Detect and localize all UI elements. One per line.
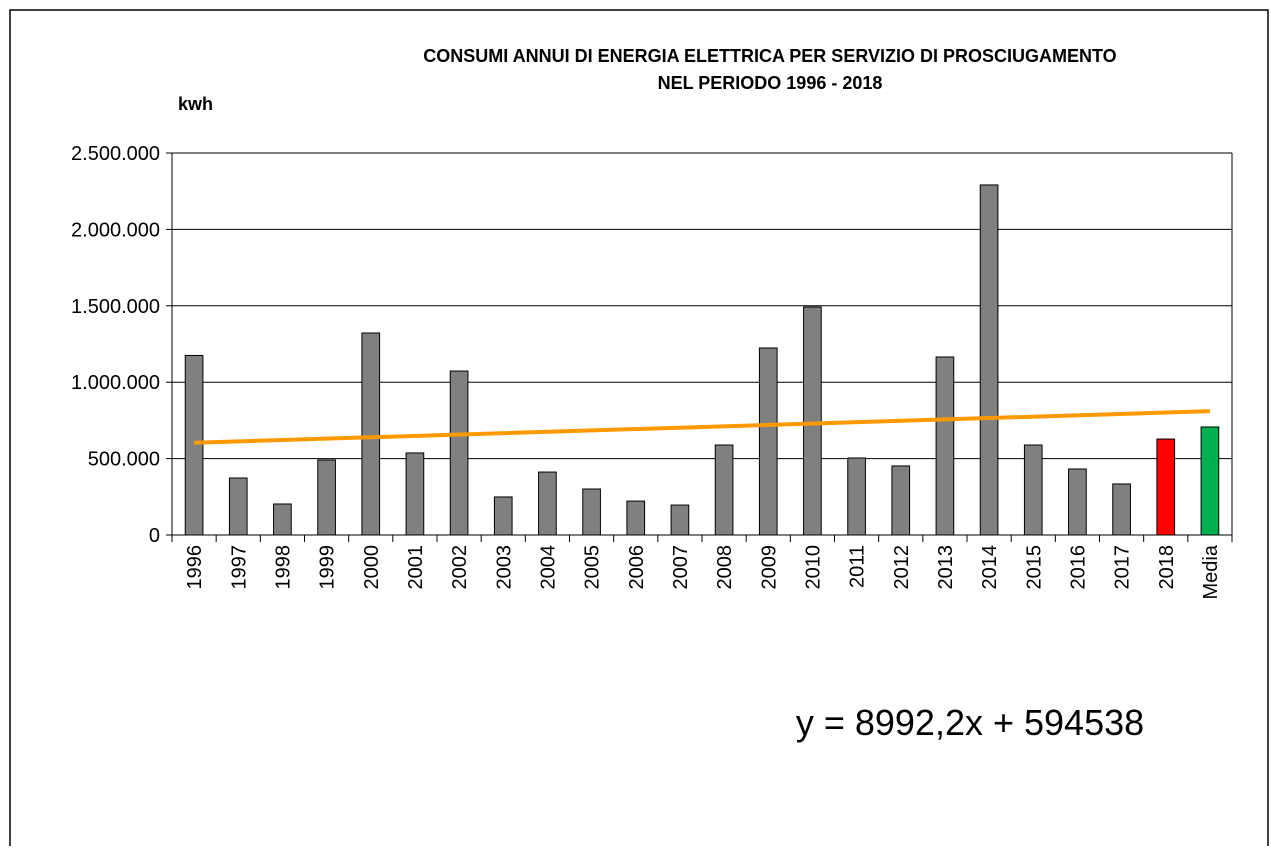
x-tick-label: 2011 [847, 545, 869, 588]
x-tick-label: 2018 [1156, 545, 1178, 590]
x-tick-label: 2001 [405, 545, 427, 590]
bar [1200, 426, 1220, 536]
bar [935, 356, 955, 536]
bar [1023, 444, 1043, 536]
bar [228, 477, 248, 536]
chart-title: CONSUMI ANNUI DI ENERGIA ELETTRICA PER S… [423, 46, 1116, 66]
x-tick-label: 1997 [228, 545, 250, 590]
frame [9, 9, 1269, 846]
y-tick-label: 1.000.000 [71, 372, 160, 394]
y-tick-label: 1.500.000 [71, 296, 160, 318]
y-tick-label: 2.000.000 [71, 219, 160, 241]
trendline-equation: y = 8992,2x + 594538 [796, 702, 1144, 743]
x-tick-label: 2008 [714, 545, 736, 590]
bar [1068, 468, 1087, 536]
x-tick-label: 2005 [582, 545, 604, 590]
x-tick-label: 2004 [537, 545, 559, 590]
bar [979, 184, 999, 536]
bar [847, 457, 866, 536]
x-tick-label: 2007 [670, 545, 692, 590]
bar [891, 465, 911, 536]
bar [626, 500, 646, 536]
x-tick-label: 2014 [979, 545, 1001, 590]
bar [361, 332, 381, 536]
x-tick-label: 2003 [493, 545, 515, 590]
bar [1112, 483, 1131, 536]
bar [449, 370, 469, 536]
bar [582, 488, 601, 536]
x-tick-label: 2015 [1023, 545, 1045, 590]
y-tick-label: 2.500.000 [71, 143, 160, 165]
x-tick-label: 1996 [184, 545, 206, 590]
x-tick-label: 2000 [361, 545, 383, 590]
bar [803, 306, 822, 536]
bar [670, 504, 690, 536]
bar [317, 459, 336, 536]
trendline [194, 409, 1210, 445]
x-tick-label: 2009 [758, 545, 780, 590]
x-tick-label: 2006 [626, 545, 648, 590]
bar [184, 354, 204, 536]
y-axis-label: kwh [178, 94, 213, 114]
chart-subtitle: NEL PERIODO 1996 - 2018 [658, 73, 883, 93]
bar [273, 503, 292, 536]
x-tick-label: Media [1200, 544, 1222, 599]
x-tick-label: 2012 [891, 545, 913, 590]
bar [758, 347, 778, 536]
bar [714, 444, 734, 536]
x-tick-label: 2010 [802, 545, 824, 590]
bar [493, 496, 513, 536]
x-tick-label: 2017 [1112, 545, 1134, 590]
y-tick-label: 0 [149, 525, 160, 547]
x-tick-label: 1999 [317, 545, 339, 590]
bar [1156, 438, 1176, 536]
x-tick-label: 2002 [449, 545, 471, 590]
bar [405, 452, 425, 536]
bar [538, 471, 557, 536]
y-tick-label: 500.000 [88, 449, 160, 471]
x-tick-label: 2016 [1067, 545, 1089, 590]
x-tick-label: 1998 [272, 545, 294, 590]
x-tick-label: 2013 [935, 545, 957, 590]
